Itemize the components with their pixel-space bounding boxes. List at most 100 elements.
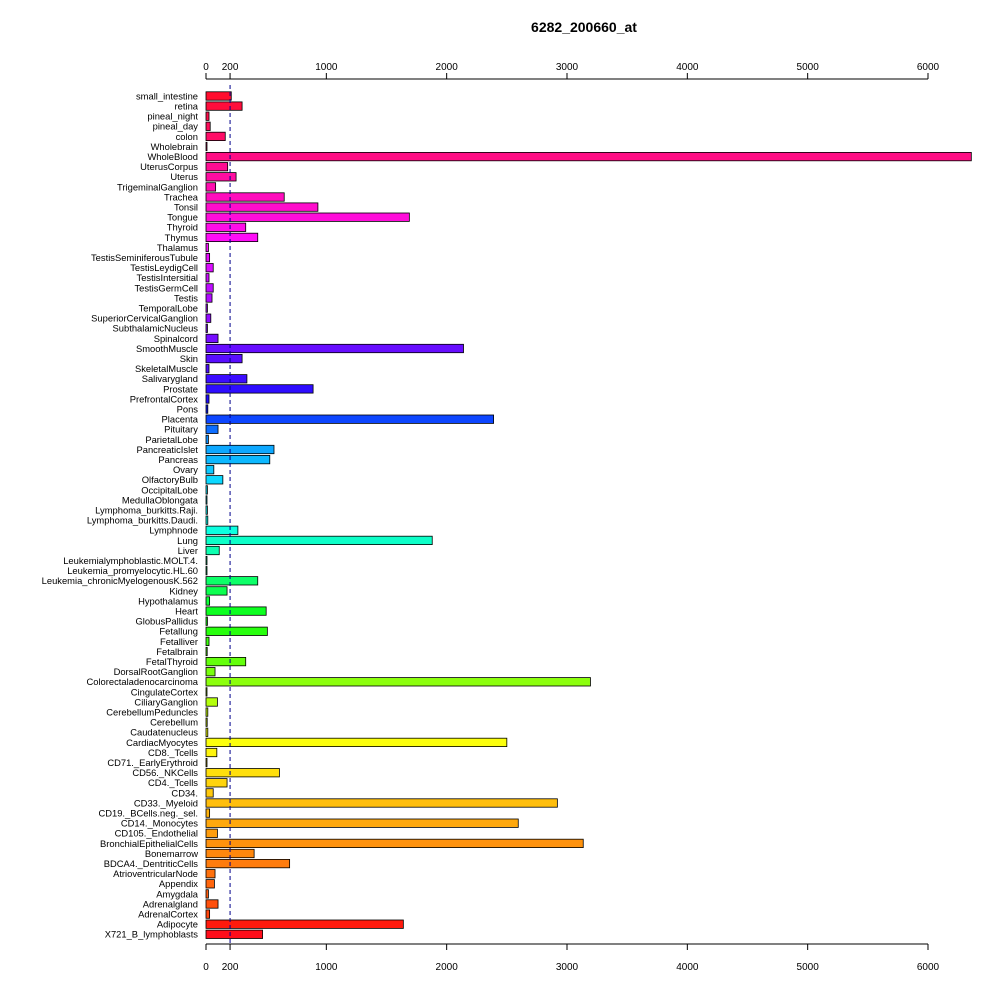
bar — [205, 828, 218, 838]
category-label: CD71._EarlyErythroid — [107, 757, 198, 768]
x-tick-label-top: 5000 — [797, 62, 820, 73]
bar — [205, 404, 209, 414]
category-label: SkeletalMuscle — [135, 363, 198, 374]
bar — [205, 353, 243, 364]
category-label: Adipocyte — [157, 919, 198, 930]
category-label: Leukemialymphoblastic.MOLT.4. — [63, 555, 198, 566]
category-label: retina — [175, 101, 199, 112]
category-label: CiliaryGanglion — [134, 696, 198, 707]
bar — [205, 566, 208, 576]
x-tick-label-top: 2000 — [436, 62, 459, 73]
bar — [205, 768, 280, 778]
bar — [205, 495, 208, 505]
category-label: Lymphnode — [149, 525, 198, 536]
bar — [205, 343, 464, 354]
x-tick-label-bottom: 5000 — [797, 962, 820, 973]
bar — [205, 586, 228, 596]
category-label: Pancreas — [158, 454, 198, 465]
category-label: BDCA4._DentriticCells — [104, 858, 199, 869]
category-label: Thalamus — [157, 242, 198, 253]
bar — [205, 263, 214, 273]
category-label: OccipitalLobe — [141, 484, 198, 495]
bar — [205, 485, 208, 495]
bar — [205, 747, 218, 758]
category-label: Salivarygland — [142, 373, 198, 384]
category-label: Lymphoma_burkitts.Daudi. — [87, 515, 198, 526]
category-label: ParietalLobe — [145, 434, 198, 445]
category-label: Trachea — [164, 191, 199, 202]
category-label: Tonsil — [174, 202, 198, 213]
category-label: FetalThyroid — [146, 656, 198, 667]
x-tick-label-top: 3000 — [556, 62, 579, 73]
bar — [205, 697, 218, 707]
bar — [205, 758, 208, 768]
bar — [205, 434, 209, 445]
bar — [205, 889, 209, 899]
category-label: Bonemarrow — [145, 848, 198, 859]
category-label: Hypothalamus — [138, 595, 198, 606]
category-label: CD33._Myeloid — [134, 797, 198, 808]
bar — [205, 687, 208, 697]
category-label: Prostate — [163, 383, 198, 394]
category-label: Colorectaladenocarcinoma — [86, 676, 198, 687]
bar — [205, 364, 210, 374]
category-label: Uterus — [170, 171, 198, 182]
bar — [205, 717, 208, 727]
category-label: Testis — [174, 292, 198, 303]
bar — [205, 273, 210, 283]
category-label: Caudatenucleus — [130, 727, 198, 738]
category-label: Tongue — [167, 212, 198, 223]
x-tick-label-bottom: 3000 — [556, 962, 579, 973]
category-label: small_intestine — [136, 90, 198, 101]
category-label: PancreaticIslet — [137, 444, 199, 455]
bar — [205, 545, 220, 556]
bar — [205, 252, 211, 263]
category-label: Kidney — [169, 585, 198, 596]
category-label: CingulateCortex — [131, 686, 199, 697]
category-label: CardiacMyocytes — [126, 737, 198, 748]
category-label: Leukemia_chronicMyelogenousK.562 — [42, 575, 198, 586]
x-tick-label-bottom: 200 — [222, 962, 239, 973]
x-tick-label-top: 4000 — [676, 62, 699, 73]
x-tick-label-top: 0 — [203, 62, 209, 73]
x-tick-label-top: 200 — [222, 62, 239, 73]
bar — [205, 283, 214, 293]
x-tick-label-bottom: 0 — [203, 962, 209, 973]
bar — [205, 859, 291, 869]
category-label: Ovary — [173, 464, 198, 475]
bar — [205, 576, 259, 586]
bar — [205, 303, 208, 313]
category-label: BronchialEpithelialCells — [100, 838, 198, 849]
category-label: CD105._Endothelial — [115, 828, 198, 839]
bar — [205, 414, 495, 424]
category-label: WholeBlood — [147, 151, 198, 162]
category-label: CerebellumPeduncles — [106, 707, 198, 718]
x-tick-label-bottom: 6000 — [917, 962, 940, 973]
bar — [205, 374, 248, 384]
bar — [205, 707, 209, 717]
bar — [205, 535, 433, 546]
category-label: Leukemia_promyelocytic.HL.60 — [67, 565, 198, 576]
bar — [205, 778, 228, 788]
category-label: pineal_day — [153, 121, 199, 132]
bar — [205, 182, 217, 192]
category-label: Spinalcord — [154, 333, 198, 344]
bar — [205, 788, 214, 798]
category-label: SubthalamicNucleus — [113, 323, 199, 334]
bar — [205, 869, 216, 879]
category-label: MedullaOblongata — [122, 494, 199, 505]
bar — [205, 384, 314, 394]
category-label: DorsalRootGanglion — [114, 666, 198, 677]
bar — [205, 909, 211, 919]
bar — [205, 737, 508, 748]
category-label: CD19._BCells.neg._sel. — [98, 808, 198, 819]
category-label: AdrenalCortex — [138, 909, 198, 920]
category-label: TestisLeydigCell — [130, 262, 198, 273]
category-label: Thymus — [165, 232, 199, 243]
bar — [205, 313, 212, 323]
bar — [205, 121, 211, 131]
bar — [205, 929, 263, 939]
bar — [205, 141, 208, 152]
x-tick-label-top: 1000 — [315, 62, 338, 73]
